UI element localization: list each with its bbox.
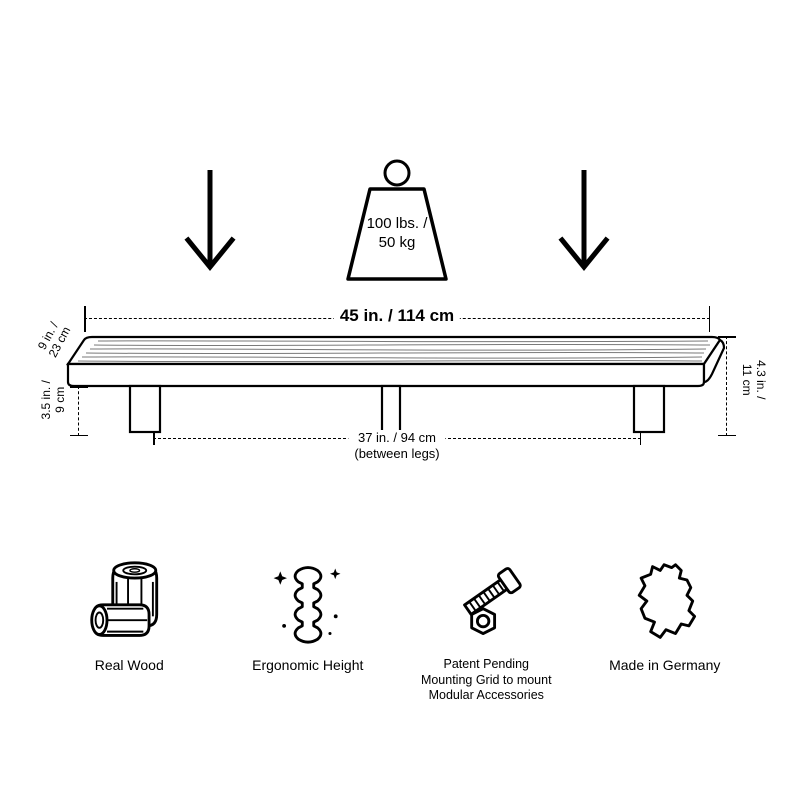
- weight-capacity-section: 100 lbs. / 50 kg: [0, 155, 794, 295]
- arrow-down-right-icon: [554, 170, 614, 275]
- weight-kg: 50 kg: [367, 234, 428, 253]
- feature-row: Real Wood Ergonomi: [40, 557, 754, 704]
- dimension-total-height: 4.3 in. / 11 cm: [708, 336, 748, 436]
- feature-ergonomic: Ergonomic Height: [228, 557, 388, 675]
- dimension-width-label: 45 in. / 114 cm: [334, 306, 460, 326]
- feature-mounting-grid: Patent Pending Mounting Grid to mount Mo…: [406, 557, 566, 704]
- feature-label: Real Wood: [95, 657, 164, 675]
- germany-map-icon: [620, 557, 710, 647]
- bolt-nut-icon: [441, 557, 531, 647]
- spine-icon: [263, 557, 353, 647]
- feature-real-wood: Real Wood: [49, 557, 209, 675]
- arrow-down-left-icon: [180, 170, 240, 275]
- wood-logs-icon: [84, 557, 174, 647]
- dimension-leg-height: 3.5 in. / 9 cm: [60, 386, 100, 436]
- dimension-width: 45 in. / 114 cm: [84, 308, 710, 330]
- shelf-diagram: 45 in. / 114 cm 9 in. / 23 cm: [58, 308, 736, 478]
- dimension-total-height-label: 4.3 in. / 11 cm: [739, 345, 767, 415]
- infographic: 100 lbs. / 50 kg 45 in. / 114 cm 9 in. /…: [0, 0, 794, 794]
- weight-label: 100 lbs. / 50 kg: [367, 215, 428, 253]
- feature-germany: Made in Germany: [585, 557, 745, 675]
- dimension-leg-height-label: 3.5 in. / 9 cm: [40, 380, 68, 420]
- feature-label: Patent Pending Mounting Grid to mount Mo…: [421, 657, 552, 704]
- dimension-between-legs: 37 in. / 94 cm (between legs): [153, 434, 641, 468]
- dimension-between-legs-label: 37 in. / 94 cm (between legs): [348, 430, 445, 461]
- shelf-legs: [130, 386, 664, 432]
- weight-lbs: 100 lbs. /: [367, 215, 428, 234]
- feature-label: Ergonomic Height: [252, 657, 363, 675]
- feature-label: Made in Germany: [609, 657, 720, 675]
